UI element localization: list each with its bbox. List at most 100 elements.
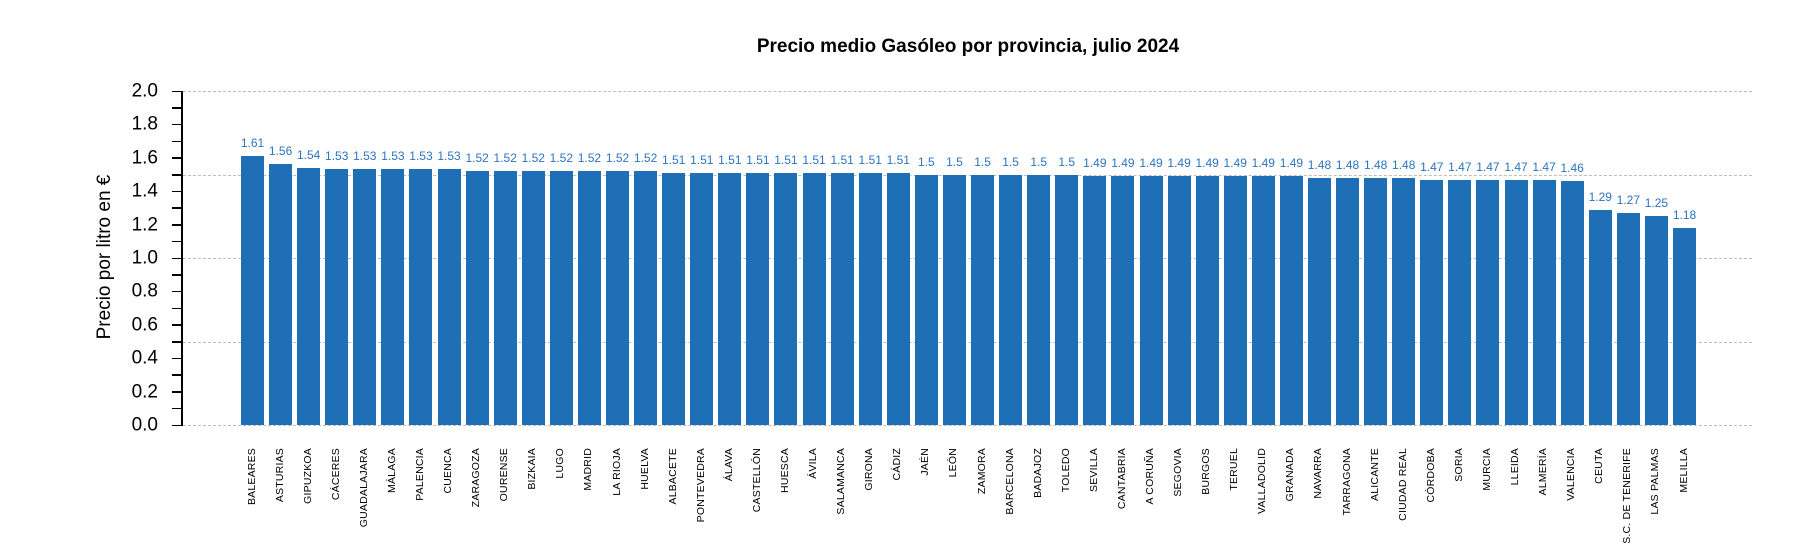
x-category-label: PALENCIA: [413, 448, 426, 501]
bar: [1364, 177, 1388, 425]
bar: [1251, 176, 1275, 425]
x-category-label: S.C. DE TENERIFE: [1621, 448, 1634, 544]
bar-value-label: 1.18: [1672, 207, 1697, 222]
y-tick-label: 1.0: [131, 247, 158, 269]
bar: [1195, 176, 1219, 425]
x-category-label: SALAMANCA: [835, 448, 848, 515]
bar-value-label: 1.54: [296, 147, 321, 162]
bar: [241, 156, 264, 425]
x-category-label: ZAMORA: [975, 448, 988, 495]
y-tick: [172, 257, 182, 259]
chart-title: Precio medio Gasóleo por provincia, juli…: [756, 36, 1180, 57]
x-category-label: CÁCERES: [329, 448, 342, 501]
bar: [774, 172, 798, 425]
bar-value-label: 1.46: [1560, 161, 1584, 176]
y-tick: [172, 324, 182, 326]
bar-value-label: 1.52: [521, 151, 545, 166]
bar-value-label: 1.5: [946, 154, 963, 169]
bar-value-label: 1.48: [1307, 157, 1332, 172]
bar-value-label: 1.61: [240, 136, 265, 151]
y-tick: [172, 357, 182, 360]
bar: [999, 174, 1023, 425]
x-category-label: HUESCA: [778, 448, 791, 493]
y-tick-label: 1.4: [131, 180, 158, 202]
bar: [830, 172, 854, 425]
bar-value-label: 1.5: [918, 154, 935, 169]
bar: [1055, 174, 1079, 425]
x-category-label: TARRAGONA: [1340, 448, 1353, 516]
bar: [1111, 176, 1135, 425]
bar: [1532, 179, 1556, 425]
bar: [297, 167, 321, 425]
x-category-label: ALBACETE: [666, 448, 679, 505]
y-tick-label: 0.2: [131, 381, 158, 403]
bar: [662, 172, 686, 425]
bar-value-label: 1.53: [437, 149, 461, 164]
y-tick-label: 0.4: [131, 347, 158, 369]
x-category-label: CÓRDOBA: [1424, 448, 1437, 503]
bar-value-label: 1.49: [1251, 156, 1275, 171]
y-tick: [172, 207, 182, 209]
bar: [746, 172, 770, 425]
x-category-label: JAÉN: [919, 448, 932, 476]
bar-value-label: 1.51: [802, 152, 826, 167]
bar-value-label: 1.49: [1139, 156, 1163, 171]
x-category-label: OURENSE: [498, 448, 511, 502]
x-category-label: PONTEVEDRA: [694, 448, 707, 523]
bar-value-label: 1.48: [1363, 157, 1388, 172]
bar-value-label: 1.27: [1616, 192, 1640, 207]
bar: [1644, 216, 1668, 425]
bar: [1027, 174, 1051, 425]
bar: [718, 172, 742, 425]
bar: [886, 172, 910, 425]
bar-value-label: 1.29: [1588, 189, 1612, 204]
y-tick: [172, 107, 182, 109]
x-category-label: LAS PALMAS: [1649, 448, 1662, 515]
x-category-label: CUENCA: [442, 448, 455, 494]
bar-value-label: 1.48: [1392, 157, 1416, 172]
gridline: [183, 174, 1752, 176]
bar-value-label: 1.52: [493, 151, 517, 166]
bar-value-label: 1.52: [577, 151, 602, 166]
x-category-label: SEGOVIA: [1172, 448, 1185, 497]
x-category-label: CEUTA: [1593, 448, 1606, 484]
bar: [914, 174, 938, 425]
bar-value-label: 1.49: [1223, 156, 1247, 171]
x-category-label: NAVARRA: [1312, 448, 1325, 499]
bar-value-label: 1.51: [690, 152, 714, 167]
gridline: [183, 91, 1752, 92]
x-category-label: MADRID: [582, 448, 595, 491]
bar: [1307, 177, 1331, 425]
bar: [634, 171, 658, 425]
x-category-label: TOLEDO: [1059, 448, 1072, 493]
bar-value-label: 1.49: [1279, 156, 1304, 171]
bar: [971, 174, 995, 425]
x-category-label: BADAJOZ: [1031, 448, 1044, 498]
bar: [1223, 176, 1247, 425]
y-tick-label: 1.2: [131, 214, 158, 236]
x-category-label: BARCELONA: [1003, 448, 1016, 515]
bar-value-label: 1.52: [605, 151, 630, 166]
y-tick: [172, 424, 182, 426]
bar-value-label: 1.56: [268, 144, 293, 159]
bar: [802, 172, 826, 425]
bar: [1616, 212, 1640, 425]
x-category-label: CANTABRIA: [1115, 448, 1128, 510]
x-category-label: CASTELLÓN: [750, 448, 763, 513]
bar-value-label: 1.51: [718, 152, 742, 167]
bar-value-label: 1.47: [1420, 159, 1444, 174]
bar-value-label: 1.49: [1111, 156, 1135, 171]
x-category-label: BIZKAIA: [526, 448, 539, 490]
bar: [437, 169, 461, 425]
bar-value-label: 1.5: [1002, 154, 1019, 169]
y-tick-label: 2.0: [131, 80, 158, 102]
bar-value-label: 1.5: [1058, 154, 1076, 169]
x-category-label: CIUDAD REAL: [1396, 448, 1409, 521]
x-category-label: ÁVILA: [807, 448, 820, 479]
y-tick: [172, 274, 182, 276]
bar: [690, 172, 714, 425]
bar: [1139, 176, 1163, 425]
gridline: [183, 258, 1752, 259]
x-category-label: VALENCIA: [1565, 448, 1578, 501]
bar-value-label: 1.53: [381, 149, 405, 164]
